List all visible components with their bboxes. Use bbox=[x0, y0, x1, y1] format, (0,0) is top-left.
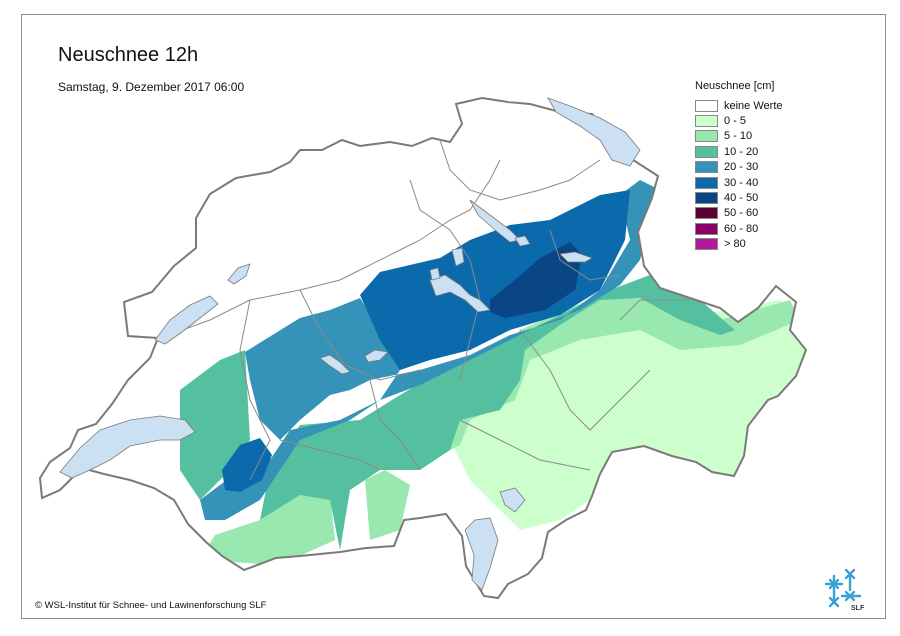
legend-label: 50 - 60 bbox=[724, 207, 759, 220]
lake-sihl bbox=[514, 235, 531, 247]
lake-walen bbox=[559, 251, 593, 263]
legend-item: 10 - 20 bbox=[695, 144, 815, 159]
legend-label: keine Werte bbox=[724, 99, 783, 112]
lake-zug bbox=[451, 247, 465, 267]
lake-neuchatel bbox=[154, 295, 219, 345]
zone-30-40 bbox=[222, 438, 272, 492]
legend-item: keine Werte bbox=[695, 98, 815, 113]
canton-borders bbox=[159, 139, 690, 481]
lake-biel bbox=[227, 263, 251, 285]
slf-logo: SLF bbox=[824, 568, 865, 612]
legend-item: 50 - 60 bbox=[695, 206, 815, 221]
copyright-text: © WSL-Institut für Schnee- und Lawinenfo… bbox=[35, 600, 267, 611]
legend-swatch bbox=[695, 130, 718, 143]
legend-item: 5 - 10 bbox=[695, 129, 815, 144]
legend-swatch bbox=[695, 115, 718, 128]
legend-title: Neuschnee [cm] bbox=[695, 80, 775, 92]
legend-item: 40 - 50 bbox=[695, 190, 815, 205]
zone-5-10 bbox=[365, 470, 410, 540]
zone-30-40 bbox=[360, 190, 630, 370]
legend-swatch bbox=[695, 145, 718, 158]
legend-swatch bbox=[695, 176, 718, 189]
lakes bbox=[59, 97, 641, 591]
legend-label: 5 - 10 bbox=[724, 130, 753, 143]
legend-swatch bbox=[695, 207, 718, 220]
map-title: Neuschnee 12h bbox=[58, 44, 199, 66]
legend-label: > 80 bbox=[724, 238, 746, 251]
map-frame bbox=[21, 14, 886, 619]
lake-sempach bbox=[429, 267, 441, 281]
legend-label: 30 - 40 bbox=[724, 176, 759, 189]
lake-lugano bbox=[499, 487, 526, 513]
lake-geneva bbox=[59, 415, 196, 479]
legend-swatch bbox=[695, 238, 718, 251]
logo-text: SLF bbox=[851, 605, 865, 612]
zone-5-10 bbox=[200, 495, 335, 565]
legend-swatch bbox=[695, 161, 718, 174]
lake-brienz bbox=[364, 349, 389, 363]
legend-item: 0 - 5 bbox=[695, 113, 815, 128]
legend-label: 0 - 5 bbox=[724, 115, 747, 128]
lake-lucerne bbox=[429, 274, 491, 313]
snow-zones bbox=[180, 180, 806, 565]
legend: Neuschnee [cm] keine Werte 0 - 5 5 - 10 10 … bbox=[695, 80, 815, 252]
zone-40-50 bbox=[490, 242, 582, 318]
legend-item: 30 - 40 bbox=[695, 175, 815, 190]
map-date: Samstag, 9. Dezember 2017 06:00 bbox=[58, 80, 245, 94]
lake-zurich bbox=[469, 199, 521, 243]
legend-item: > 80 bbox=[695, 237, 815, 252]
lake-thun bbox=[319, 354, 351, 375]
legend-swatch bbox=[695, 222, 718, 235]
legend-swatch bbox=[695, 99, 718, 112]
zone-10-20 bbox=[260, 275, 735, 550]
lake-constance bbox=[547, 97, 641, 167]
legend-label: 60 - 80 bbox=[724, 222, 759, 235]
lake-maggiore bbox=[464, 517, 499, 591]
legend-label: 40 - 50 bbox=[724, 192, 759, 205]
snowflake-icon bbox=[824, 568, 862, 608]
legend-label: 20 - 30 bbox=[724, 161, 759, 174]
legend-item: 60 - 80 bbox=[695, 221, 815, 236]
legend-item: 20 - 30 bbox=[695, 160, 815, 175]
legend-swatch bbox=[695, 192, 718, 205]
legend-label: 10 - 20 bbox=[724, 145, 759, 158]
